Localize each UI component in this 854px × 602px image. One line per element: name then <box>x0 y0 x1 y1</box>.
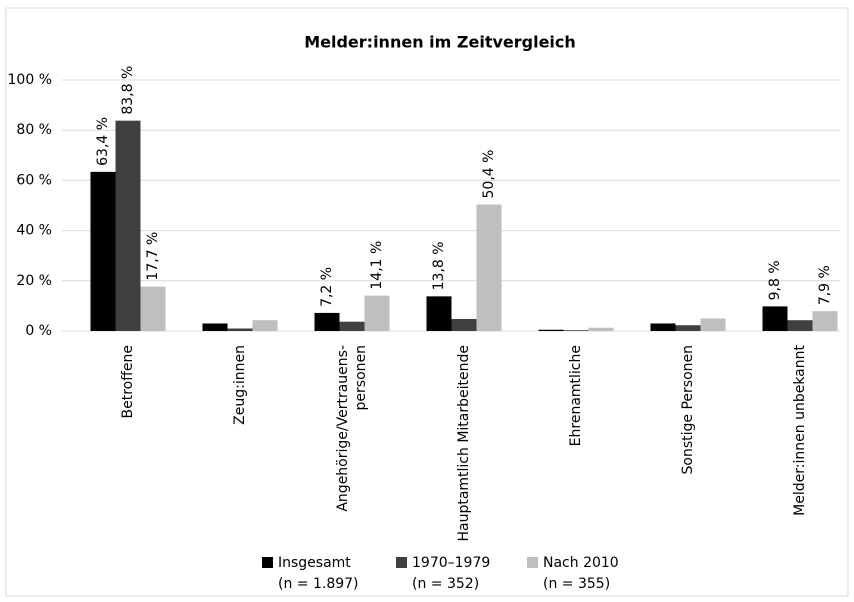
data-label: 63,4 % <box>95 117 111 166</box>
legend-n: (n = 355) <box>543 576 610 592</box>
bar <box>675 325 701 331</box>
bar <box>451 318 477 331</box>
bar <box>90 171 116 331</box>
data-label: 50,4 % <box>481 150 497 199</box>
bar <box>762 306 788 331</box>
bar <box>650 323 676 331</box>
bar <box>538 329 564 331</box>
data-label: 7,2 % <box>319 267 335 307</box>
bar <box>115 120 141 331</box>
bar <box>314 312 340 331</box>
legend-label: Insgesamt <box>278 555 351 571</box>
x-tick-label: Sonstige Personen <box>680 345 696 474</box>
legend-label: Nach 2010 <box>543 555 619 571</box>
bar <box>812 311 838 331</box>
legend-swatch <box>262 557 273 568</box>
legend-n: (n = 1.897) <box>278 576 359 592</box>
y-tick-label: 100 % <box>8 72 52 88</box>
legend-swatch <box>527 557 538 568</box>
x-tick-label: Zeug:innen <box>232 345 248 425</box>
bar <box>476 204 502 331</box>
data-label: 7,9 % <box>817 265 833 305</box>
chart-border <box>5 7 849 597</box>
data-label: 13,8 % <box>431 241 447 290</box>
y-tick-label: 60 % <box>16 172 52 188</box>
bar <box>700 318 726 331</box>
bar <box>227 328 253 331</box>
bar <box>563 330 589 331</box>
y-tick-label: 20 % <box>16 273 52 289</box>
bar <box>588 327 614 331</box>
bar <box>140 286 166 331</box>
bar <box>787 320 813 331</box>
chart-title: Melder:innen im Zeitvergleich <box>304 33 576 52</box>
bar <box>426 296 452 331</box>
x-tick-label: Betroffene <box>120 345 136 418</box>
data-label: 83,8 % <box>120 66 136 115</box>
bar <box>202 323 228 331</box>
x-tick-label: Ehrenamtliche <box>568 345 584 446</box>
bar <box>252 320 278 331</box>
x-tick-label: Melder:innen unbekannt <box>792 344 808 515</box>
legend-label: 1970–1979 <box>412 555 490 571</box>
data-label: 17,7 % <box>145 232 161 281</box>
legend-n: (n = 352) <box>412 576 479 592</box>
y-tick-label: 80 % <box>16 122 52 138</box>
x-tick-label: Hauptamtlich Mitarbeitende <box>456 345 472 542</box>
y-tick-label: 40 % <box>16 223 52 239</box>
data-label: 9,8 % <box>767 260 783 300</box>
x-tick-label: Angehörige/Vertrauens-personen <box>335 345 369 512</box>
y-tick-label: 0 % <box>25 323 52 339</box>
data-label: 14,1 % <box>369 241 385 290</box>
bar <box>339 321 365 331</box>
bar <box>364 295 390 331</box>
legend-swatch <box>396 557 407 568</box>
